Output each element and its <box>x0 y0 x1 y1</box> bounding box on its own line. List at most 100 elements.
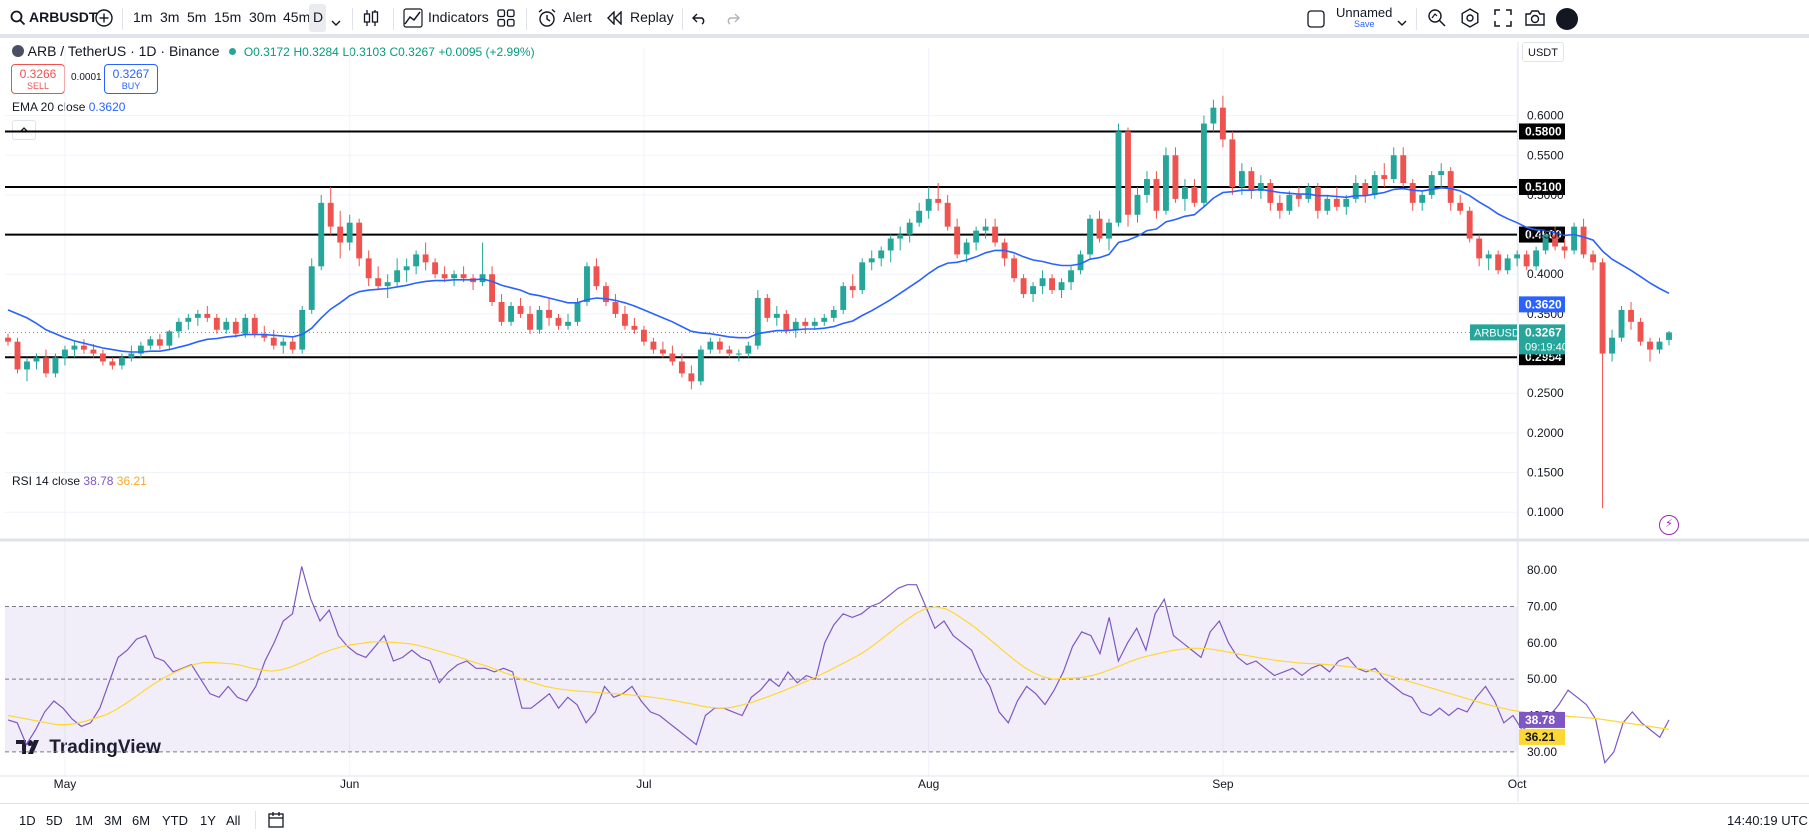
candle-body <box>1144 179 1150 195</box>
camera-icon[interactable] <box>1524 9 1546 32</box>
indicators-button[interactable]: Indicators <box>428 9 489 25</box>
time-axis: May Jun Jul Aug Sep Oct <box>54 777 1528 791</box>
chevron-down-icon[interactable] <box>331 14 341 32</box>
replay-icon[interactable] <box>607 10 623 30</box>
interval-5m[interactable]: 5m <box>187 9 207 25</box>
interval-15m[interactable]: 15m <box>214 9 242 25</box>
candle-body <box>992 226 999 243</box>
month-tick-label: May <box>54 777 77 791</box>
candle-body <box>194 313 201 318</box>
level-label: 0.5800 <box>1525 124 1562 138</box>
bottom-toolbar: 1D 5D 1M 3M 6M YTD 1Y All 14:40:19 UTC <box>0 803 1809 835</box>
candle-body <box>754 298 761 346</box>
candle-body <box>1637 321 1644 342</box>
symbol-name[interactable]: ARBUSDT <box>29 9 98 25</box>
range-6m[interactable]: 6M <box>132 813 151 828</box>
month-tick-label: Sep <box>1212 777 1234 791</box>
candle-body <box>640 329 647 342</box>
bar-countdown: 09:19:40 <box>1525 341 1568 353</box>
rsi-ma-last-label: 36.21 <box>1525 730 1555 744</box>
lightning-icon[interactable]: ⚡ <box>1659 515 1679 535</box>
range-all[interactable]: All <box>226 813 241 828</box>
chart-canvas[interactable]: 30.0040.0050.0060.0070.0080.0038.7836.21… <box>0 42 1809 802</box>
candle-body <box>327 202 334 227</box>
templates-icon[interactable] <box>497 9 515 32</box>
candle-body <box>1495 254 1502 271</box>
alert-button[interactable]: Alert <box>563 9 592 25</box>
layout-chevron-down-icon[interactable] <box>1397 14 1407 32</box>
settings-icon[interactable] <box>1460 8 1480 33</box>
candle-body <box>1656 341 1663 350</box>
candle-body <box>289 341 296 350</box>
layout-save-link[interactable]: Save <box>1354 19 1375 29</box>
ema-series <box>7 186 1670 353</box>
buy-button[interactable]: 0.3267 BUY <box>104 64 158 94</box>
range-5d[interactable]: 5D <box>46 813 63 828</box>
candle-body <box>1096 218 1103 239</box>
interval-45m[interactable]: 45m <box>283 9 311 25</box>
sell-button[interactable]: 0.3266 SELL <box>11 64 65 94</box>
range-1m[interactable]: 1M <box>75 813 94 828</box>
candle-body <box>1257 183 1264 191</box>
price-tick-label: 0.5000 <box>1527 188 1564 202</box>
candle-body <box>1106 222 1112 239</box>
candle-body <box>783 313 790 330</box>
candle-body <box>1523 254 1530 267</box>
calendar-range-icon[interactable] <box>266 811 286 834</box>
range-3m[interactable]: 3M <box>104 813 123 828</box>
candle-body <box>498 302 505 322</box>
layout-name[interactable]: Unnamed <box>1336 5 1393 20</box>
candle-body <box>422 254 429 263</box>
candle-body <box>1087 218 1093 255</box>
add-symbol-icon[interactable] <box>94 8 114 33</box>
layout-square-icon[interactable] <box>1307 10 1325 33</box>
undo-icon[interactable] <box>692 12 708 30</box>
rsi-label: RSI 14 close <box>12 474 81 488</box>
avatar[interactable] <box>1556 8 1578 30</box>
range-1y[interactable]: 1Y <box>200 813 216 828</box>
month-tick-label: Oct <box>1508 777 1527 791</box>
interval-30m[interactable]: 30m <box>249 9 277 25</box>
candle-body <box>147 339 154 346</box>
candle-body <box>251 317 258 334</box>
quick-search-icon[interactable] <box>1427 8 1447 33</box>
ema-legend[interactable]: EMA 20 close 0.3620 <box>12 100 125 114</box>
interval-1m[interactable]: 1m <box>133 9 153 25</box>
candle-body <box>954 226 961 255</box>
candle-body <box>593 266 600 287</box>
interval-d[interactable]: D <box>313 9 324 25</box>
ohlc-change: +0.0095 (+2.99%) <box>438 45 535 59</box>
range-1d[interactable]: 1D <box>19 813 36 828</box>
rsi-tick-label: 70.00 <box>1527 600 1557 614</box>
candle-body <box>280 341 287 346</box>
ema-axis-label: 0.3620 <box>1525 297 1562 311</box>
candle-body <box>546 309 552 318</box>
indicators-icon[interactable] <box>403 8 423 33</box>
candle-body <box>261 333 268 338</box>
candle-body <box>944 202 951 227</box>
sell-label: SELL <box>26 81 50 91</box>
rsi-tick-label: 50.00 <box>1527 672 1557 686</box>
candle-body <box>1286 194 1293 211</box>
candle-body <box>773 313 780 318</box>
redo-icon[interactable] <box>724 12 740 30</box>
candle-body <box>1561 246 1568 251</box>
rsi-legend[interactable]: RSI 14 close 38.78 36.21 <box>12 474 147 488</box>
alarm-clock-icon[interactable] <box>537 8 557 33</box>
currency-selector[interactable]: USDT <box>1522 42 1564 62</box>
ohlc-high: H0.3284 <box>293 45 339 59</box>
interval-3m[interactable]: 3m <box>160 9 180 25</box>
candle-body <box>1039 278 1046 287</box>
candle-body <box>1314 186 1321 211</box>
collapse-legend-button[interactable] <box>12 120 36 140</box>
candles-icon[interactable] <box>362 8 380 33</box>
candle-body <box>175 321 182 332</box>
fullscreen-icon[interactable] <box>1494 9 1512 32</box>
candle-body <box>859 262 866 291</box>
currency-label: USDT <box>1528 47 1558 59</box>
rsi-ma-line <box>7 606 1670 730</box>
search-icon[interactable] <box>10 10 26 31</box>
range-ytd[interactable]: YTD <box>162 813 188 828</box>
candle-body <box>90 349 97 354</box>
replay-button[interactable]: Replay <box>630 9 674 25</box>
